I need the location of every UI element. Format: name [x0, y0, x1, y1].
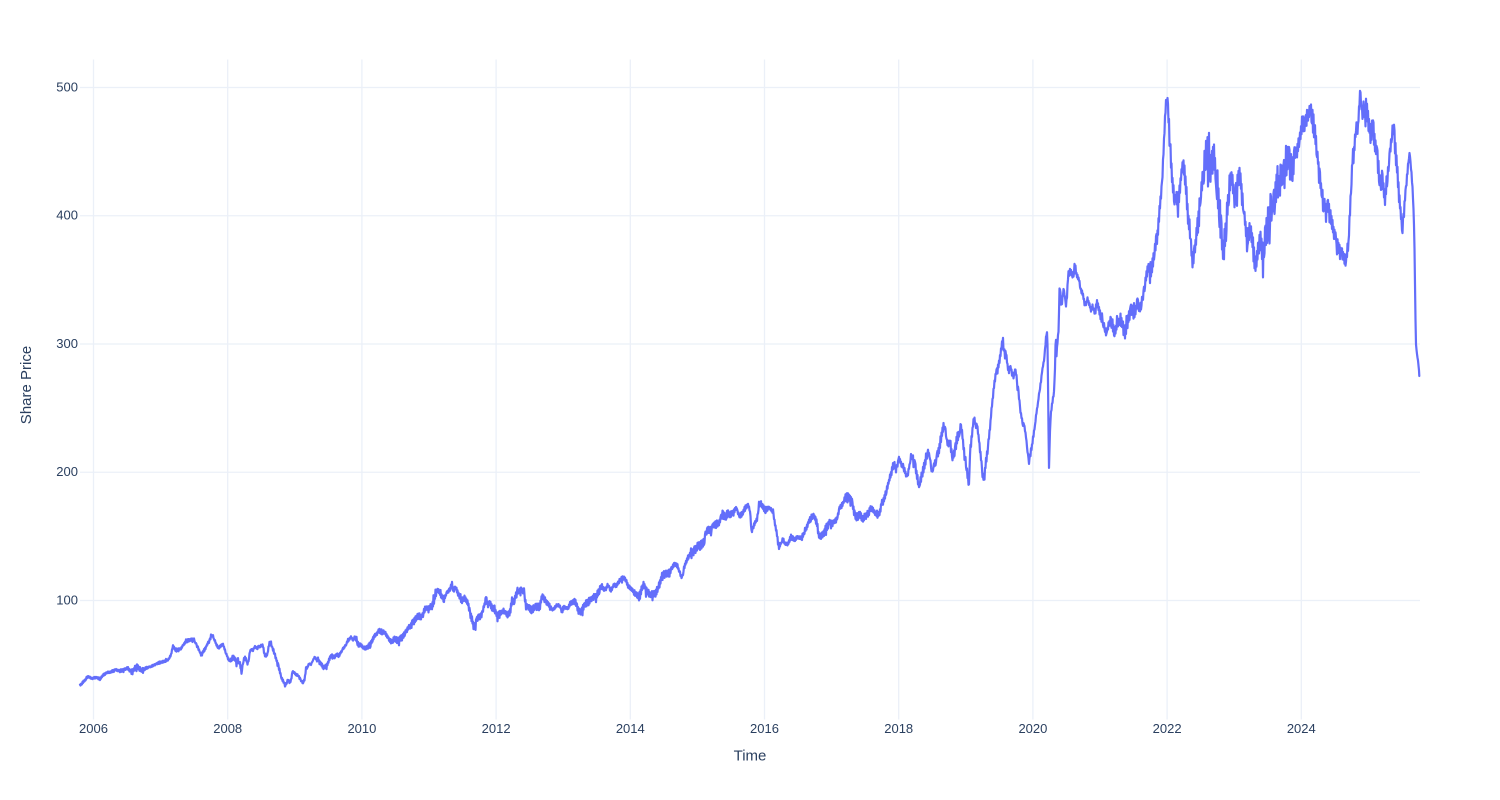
svg-text:2006: 2006 — [79, 721, 108, 736]
svg-text:2012: 2012 — [482, 721, 511, 736]
svg-text:500: 500 — [56, 79, 78, 94]
svg-text:2024: 2024 — [1287, 721, 1316, 736]
svg-text:Time: Time — [734, 748, 767, 765]
svg-text:2022: 2022 — [1153, 721, 1182, 736]
svg-text:400: 400 — [56, 208, 78, 223]
svg-text:2014: 2014 — [616, 721, 645, 736]
svg-text:2010: 2010 — [347, 721, 376, 736]
svg-text:100: 100 — [56, 592, 78, 607]
svg-text:300: 300 — [56, 336, 78, 351]
svg-text:2016: 2016 — [750, 721, 779, 736]
svg-text:2018: 2018 — [884, 721, 913, 736]
svg-text:2008: 2008 — [213, 721, 242, 736]
svg-text:200: 200 — [56, 464, 78, 479]
svg-text:Share Price: Share Price — [18, 346, 35, 424]
svg-text:2020: 2020 — [1018, 721, 1047, 736]
